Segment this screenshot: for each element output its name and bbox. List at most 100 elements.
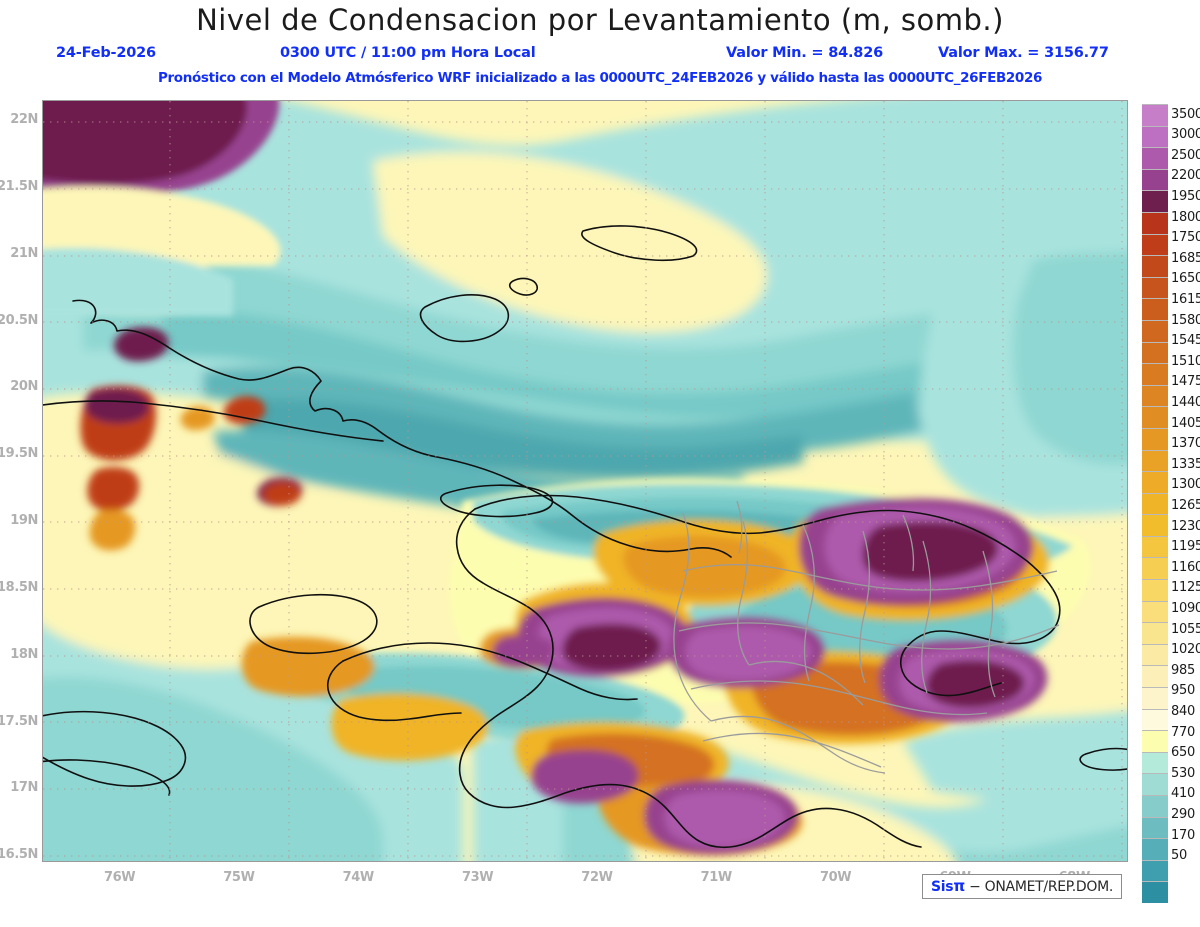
colorbar-tick-label: 1510 [1171,353,1200,369]
colorbar-tick-label: 1125 [1171,580,1200,596]
colorbar-tick-label: 50 [1171,848,1187,864]
colorbar-swatch [1142,449,1168,472]
colorbar-swatch [1142,276,1168,299]
agency-label: ONAMET/REP.DOM. [984,879,1114,895]
colorbar-swatch [1142,557,1168,580]
colorbar-tick-label: 1650 [1171,271,1200,287]
colorbar-swatch [1142,816,1168,839]
colorbar-tick-label: 1055 [1171,621,1200,637]
colorbar-tick-label: 1020 [1171,642,1200,658]
colorbar-swatch [1142,600,1168,623]
colorbar-swatch [1142,341,1168,364]
colorbar-tick-label: 1160 [1171,559,1200,575]
colorbar-swatch [1142,730,1168,752]
colorbar-swatch [1142,104,1168,126]
colorbar-tick-label: 1370 [1171,436,1200,452]
colorbar-swatch [1142,795,1168,817]
colorbar-tick-label: 1335 [1171,456,1200,472]
colorbar-swatch [1142,125,1168,148]
dash-separator: − [969,879,981,895]
colorbar-swatch [1142,859,1168,882]
colorbar-swatch [1142,406,1168,428]
colorbar-swatch [1142,687,1168,709]
colorbar-tick-label: 1195 [1171,539,1200,555]
y-axis-tick-label: 16.5N [0,847,38,863]
colorbar-swatch [1142,643,1168,666]
y-axis-tick-label: 18.5N [0,579,38,595]
colorbar-tick-label: 950 [1171,683,1195,699]
y-axis-tick-label: 17.5N [0,713,38,729]
colorbar-tick-label: 1580 [1171,312,1200,328]
colorbar-swatch [1142,319,1168,342]
colorbar-swatch [1142,751,1168,774]
colorbar-tick-label: 1950 [1171,189,1200,205]
colorbar-tick-label: 1265 [1171,498,1200,513]
colorbar-tick-label: 985 [1171,662,1195,678]
colorbar-tick-label: 1405 [1171,415,1200,431]
y-axis-tick-label: 19N [10,513,38,529]
x-axis-tick-label: 70W [819,870,852,885]
page-title: Nivel de Condensacion por Levantamiento … [196,3,1004,37]
x-axis-tick-label: 76W [103,870,136,885]
colorbar-swatch [1142,255,1168,277]
colorbar-tick-label: 770 [1171,724,1195,740]
colorbar-swatch [1142,514,1168,536]
value-min: Valor Min. = 84.826 [726,45,883,61]
colorbar-tick-label: 1475 [1171,374,1200,390]
header-subrow: 24-Feb-2026 0300 UTC / 11:00 pm Hora Loc… [0,45,1200,65]
colorbar-tick-label: 1440 [1171,395,1200,411]
colorbar-swatch [1142,708,1168,731]
colorbar-tick-label: 1750 [1171,230,1200,246]
colorbar-swatch [1142,190,1168,212]
forecast-date: 24-Feb-2026 [56,45,156,61]
colorbar-tick-label: 410 [1171,786,1195,802]
attribution-box: Sisπ − ONAMET/REP.DOM. [922,874,1123,899]
y-axis-tick-label: 21.5N [0,178,38,194]
colorbar-swatch [1142,535,1168,558]
colorbar-swatch [1142,168,1168,191]
x-axis-tick-label: 73W [461,870,494,885]
x-axis-tick-label: 72W [581,870,613,885]
colorbar-swatch [1142,773,1168,795]
colorbar-tick-label: 3000 [1171,127,1200,143]
colorbar-tick-label: 1685 [1171,250,1200,266]
colorbar-tick-label: 170 [1171,827,1195,843]
y-axis-tick-label: 22N [10,112,38,128]
brand-label: Sis [931,879,954,895]
colorbar-swatch [1142,233,1168,256]
y-axis-tick-label: 19.5N [0,446,38,462]
pi-icon: π [953,877,965,895]
colorbar-swatch [1142,881,1168,903]
colorbar-tick-label: 1800 [1171,209,1200,225]
colorbar-tick-label: 1090 [1171,600,1200,616]
colorbar-swatch [1142,211,1168,234]
header: Nivel de Condensacion por Levantamiento … [0,0,1200,87]
colorbar-swatch [1142,471,1168,493]
colorbar-swatch [1142,838,1168,860]
colorbar-tick-label: 530 [1171,765,1195,781]
x-axis-tick-label: 71W [700,870,733,885]
colorbar-swatch [1142,363,1168,385]
colorbar-swatch [1142,665,1168,688]
colorbar-tick-label: 650 [1171,745,1195,761]
forecast-note: Pronóstico con el Modelo Atmósferico WRF… [157,70,1043,86]
colorbar-tick-label: 290 [1171,806,1195,822]
colorbar-tick-label: 3500 [1171,106,1200,122]
y-axis-tick-label: 18N [10,646,38,662]
colorbar[interactable] [1142,104,1168,903]
map-canvas[interactable] [42,100,1128,862]
colorbar-tick-label: 1545 [1171,333,1200,349]
x-axis-tick-label: 75W [223,870,255,885]
colorbar-swatch [1142,147,1168,169]
y-axis-tick-label: 17N [10,780,38,796]
y-axis-tick-label: 20N [10,379,38,395]
forecast-time: 0300 UTC / 11:00 pm Hora Local [280,45,536,61]
colorbar-swatch [1142,622,1168,644]
contour-field [43,101,1127,861]
colorbar-swatch [1142,298,1168,320]
y-axis-tick-label: 20.5N [0,312,38,328]
colorbar-tick-label: 2500 [1171,147,1200,163]
colorbar-tick-label: 1300 [1171,477,1200,493]
value-max: Valor Max. = 3156.77 [938,45,1109,61]
